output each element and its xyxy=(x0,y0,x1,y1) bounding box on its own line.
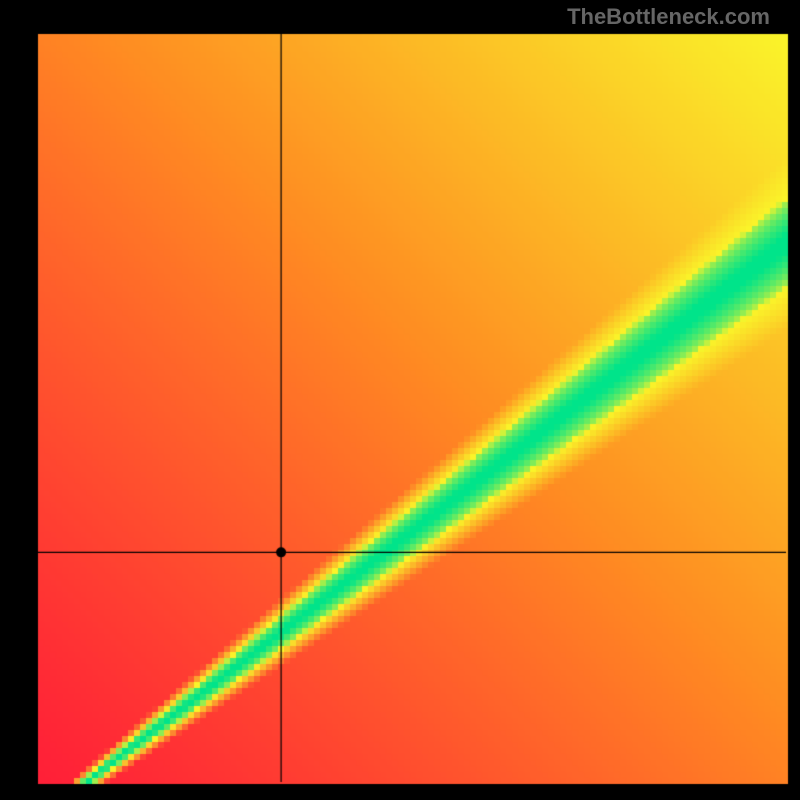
bottleneck-heatmap xyxy=(0,0,800,800)
attribution-label: TheBottleneck.com xyxy=(567,4,770,30)
chart-container: { "attribution": "TheBottleneck.com", "c… xyxy=(0,0,800,800)
